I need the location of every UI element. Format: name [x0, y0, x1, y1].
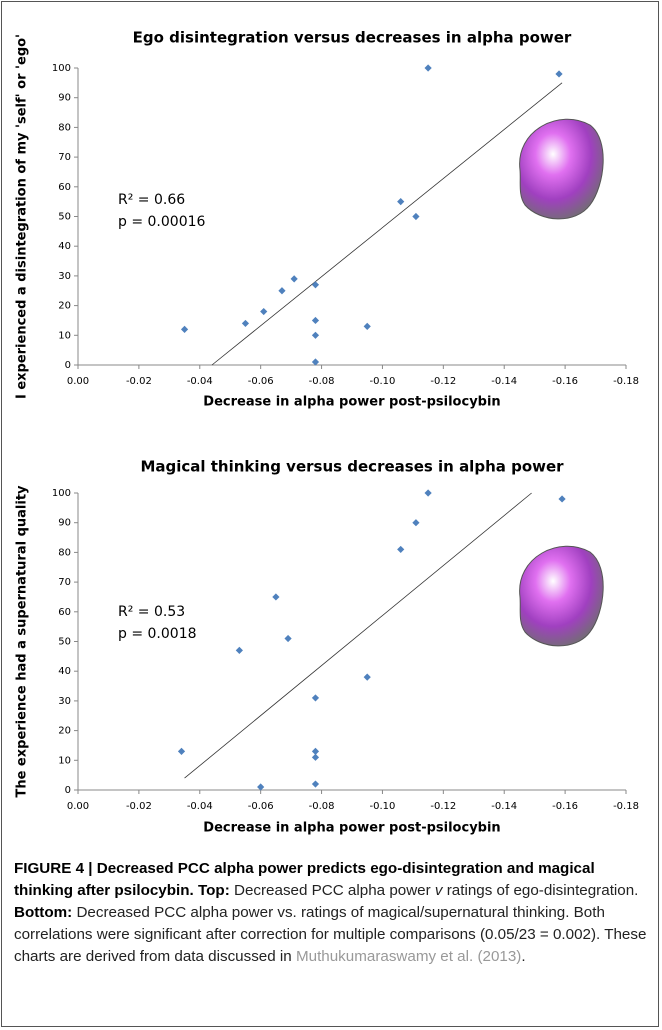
caption-text: Decreased PCC alpha power — [233, 882, 431, 899]
y-tick-label: 30 — [58, 271, 71, 282]
y-tick-label: 100 — [52, 63, 71, 74]
y-tick-label: 80 — [58, 547, 71, 558]
point — [311, 358, 320, 366]
point — [363, 673, 371, 681]
x-tick-label: -0.18 — [613, 801, 639, 812]
trendline — [211, 82, 563, 366]
y-tick-label: 100 — [52, 488, 71, 499]
caption-text: Decreased PCC alpha power vs. ratings of… — [14, 904, 647, 965]
x-axis-label: Decrease in alpha power post-psilocybin — [203, 821, 500, 836]
x-tick-label: -0.08 — [309, 801, 335, 812]
x-tick-label: -0.10 — [370, 801, 396, 812]
caption-text: v — [434, 882, 443, 899]
point — [397, 545, 405, 554]
annotation: p = 0.00016 — [118, 214, 206, 230]
point — [177, 747, 186, 755]
y-tick-label: 70 — [58, 152, 71, 163]
point — [284, 634, 292, 643]
y-tick-label: 60 — [58, 607, 71, 618]
x-tick-label: -0.12 — [430, 801, 456, 812]
y-tick-label: 60 — [58, 182, 71, 193]
caption-label: Top: — [197, 882, 230, 899]
y-tick-label: 40 — [58, 241, 71, 252]
caption-heading: FIGURE 4 | Decreased PCC alpha power pre… — [14, 860, 595, 899]
y-tick-label: 90 — [58, 93, 71, 104]
point — [311, 694, 320, 702]
x-tick-label: -0.08 — [309, 376, 335, 387]
chart-title: Ego disintegration versus decreases in a… — [133, 29, 572, 47]
caption-label: Bottom: — [14, 904, 73, 921]
point — [555, 70, 563, 78]
reference-link[interactable]: Muthukumaraswamy et al. (2013) — [295, 948, 522, 965]
point — [311, 780, 320, 788]
x-axis-label: Decrease in alpha power post-psilocybin — [203, 395, 500, 410]
point — [363, 322, 371, 330]
point — [424, 64, 432, 72]
point — [278, 287, 286, 295]
x-tick-label: -0.02 — [126, 376, 152, 387]
y-tick-label: 50 — [58, 637, 71, 648]
point — [558, 495, 566, 503]
point — [311, 331, 320, 339]
caption-text: . — [521, 948, 526, 965]
point — [235, 646, 243, 655]
x-tick-label: -0.16 — [552, 801, 578, 812]
x-tick-label: -0.04 — [187, 376, 213, 387]
y-tick-label: 0 — [65, 785, 71, 796]
y-tick-label: 10 — [58, 330, 71, 341]
y-tick-label: 20 — [58, 301, 71, 312]
point — [241, 319, 250, 328]
x-tick-label: -0.10 — [370, 376, 396, 387]
charts: Ego disintegration versus decreases in a… — [15, 29, 639, 836]
point — [290, 275, 298, 283]
y-tick-label: 40 — [58, 666, 71, 677]
x-tick-label: -0.02 — [126, 801, 152, 812]
x-tick-label: -0.06 — [248, 376, 274, 387]
trendline — [184, 492, 532, 779]
point — [412, 212, 420, 221]
x-tick-label: 0.00 — [67, 376, 89, 387]
x-tick-label: -0.04 — [187, 801, 213, 812]
point — [272, 593, 280, 601]
point — [180, 325, 189, 333]
annotation: R² = 0.66 — [118, 192, 185, 208]
y-tick-label: 90 — [58, 518, 71, 529]
annotation: p = 0.0018 — [118, 626, 197, 642]
point — [412, 519, 420, 527]
point — [397, 198, 405, 206]
y-tick-label: 10 — [58, 755, 71, 766]
point — [311, 316, 320, 325]
y-tick-label: 80 — [58, 122, 71, 133]
x-tick-label: -0.16 — [552, 376, 578, 387]
x-tick-label: -0.06 — [248, 801, 274, 812]
y-tick-label: 20 — [58, 726, 71, 737]
y-axis-label: I experienced a disintegration of my 'se… — [15, 34, 30, 399]
annotation: R² = 0.53 — [118, 604, 185, 620]
chart-title: Magical thinking versus decreases in alp… — [140, 458, 564, 476]
x-tick-label: 0.00 — [67, 801, 89, 812]
brain-image — [519, 118, 604, 647]
point — [311, 281, 320, 289]
y-tick-label: 30 — [58, 696, 71, 707]
point — [311, 753, 320, 761]
figure-caption: FIGURE 4 | Decreased PCC alpha power pre… — [14, 858, 650, 968]
x-tick-label: -0.12 — [430, 376, 456, 387]
point — [260, 307, 268, 316]
x-tick-label: -0.14 — [491, 801, 517, 812]
point — [311, 747, 320, 755]
y-axis-label: The experience had a supernatural qualit… — [15, 485, 30, 798]
x-tick-label: -0.18 — [613, 376, 639, 387]
x-tick-label: -0.14 — [491, 376, 517, 387]
point — [257, 783, 265, 791]
point — [424, 489, 432, 497]
y-tick-label: 50 — [58, 212, 71, 223]
y-tick-label: 0 — [65, 360, 71, 371]
y-tick-label: 70 — [58, 577, 71, 588]
caption-text: ratings of ego-disintegration. — [446, 882, 639, 899]
